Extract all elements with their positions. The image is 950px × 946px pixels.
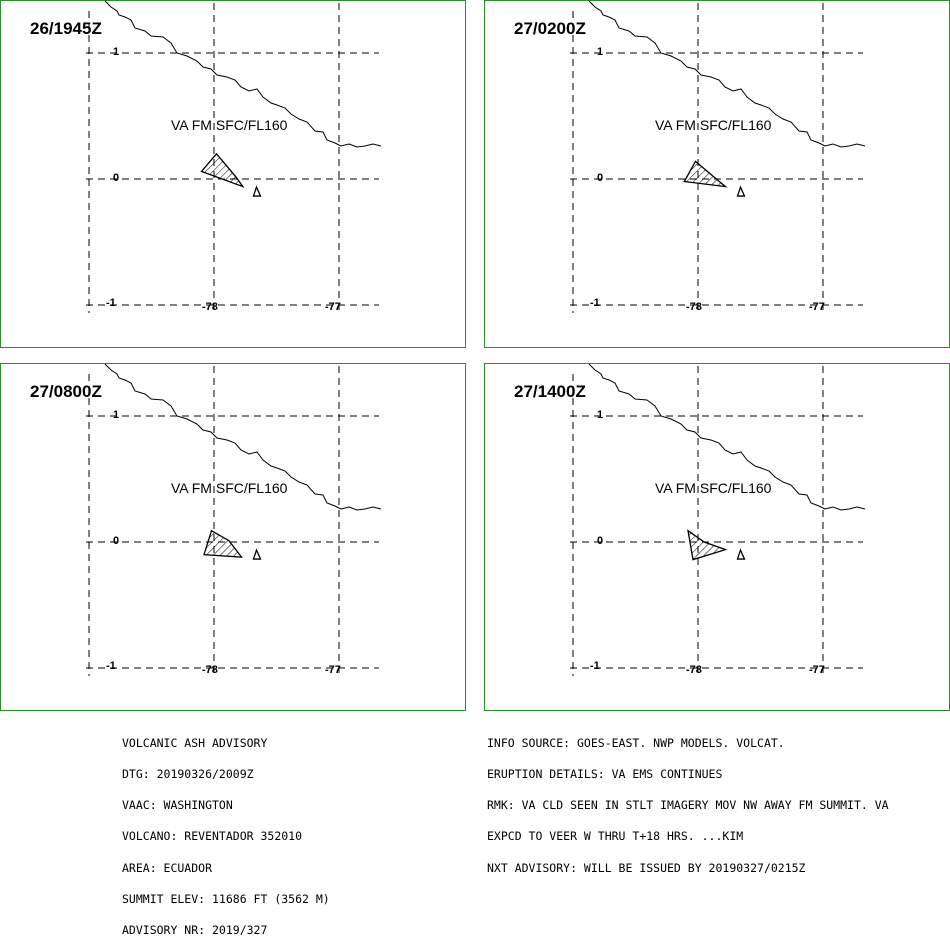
panel-time-label: 27/0800Z	[30, 382, 102, 401]
ash-layer-label: VA FM SFC/FL160	[171, 117, 288, 133]
lon-tick-minus77: -77	[325, 301, 341, 313]
ash-layer-label: VA FM SFC/FL160	[171, 480, 288, 496]
panel-time-label: 27/1400Z	[514, 382, 586, 401]
volcano-icon	[736, 185, 746, 197]
lat-tick-1: 1	[113, 46, 120, 58]
coastline	[104, 0, 382, 148]
lat-tick-minus1: -1	[106, 660, 116, 672]
ash-layer-label: VA FM SFC/FL160	[655, 480, 772, 496]
advisory-remark: RMK: VA CLD SEEN IN STLT IMAGERY MOV NW …	[487, 798, 889, 813]
advisory-header-block: VOLCANIC ASH ADVISORY DTG: 20190326/2009…	[122, 717, 330, 946]
lat-tick-minus1: -1	[590, 297, 600, 309]
map-canvas	[86, 0, 382, 313]
advisory-info-source: INFO SOURCE: GOES-EAST. NWP MODELS. VOLC…	[487, 735, 785, 750]
advisory-volcano: VOLCANO: REVENTADOR 352010	[122, 829, 303, 844]
lat-tick-1: 1	[113, 409, 120, 421]
panel-time-label: 27/0200Z	[514, 19, 586, 38]
advisory-details-block: INFO SOURCE: GOES-EAST. NWP MODELS. VOLC…	[487, 717, 889, 883]
lon-tick-minus78: -78	[202, 664, 218, 676]
forecast-panel-3: 27/0800Z VA FM SFC/FL160 1 0 -1 -78 -77	[0, 363, 466, 711]
ash-cloud-polygon	[683, 160, 728, 188]
coastline	[588, 363, 866, 511]
forecast-panel-2: 27/0200Z VA FM SFC/FL160 1 0 -1 -78 -77	[484, 0, 950, 348]
ash-cloud-polygon	[200, 152, 245, 188]
forecast-panel-4: 27/1400Z VA FM SFC/FL160 1 0 -1 -78 -77	[484, 363, 950, 711]
advisory-eruption-details: ERUPTION DETAILS: VA EMS CONTINUES	[487, 767, 723, 782]
advisory-area: AREA: ECUADOR	[122, 860, 213, 875]
lon-tick-minus78: -78	[686, 301, 702, 313]
advisory-dtg: DTG: 20190326/2009Z	[122, 767, 254, 782]
advisory-number: ADVISORY NR: 2019/327	[122, 923, 268, 938]
advisory-vaac: VAAC: WASHINGTON	[122, 798, 233, 813]
ash-cloud-polygon	[203, 529, 243, 558]
lon-tick-minus77: -77	[809, 301, 825, 313]
map-canvas	[86, 363, 382, 676]
volcano-icon	[736, 548, 746, 560]
lat-tick-0: 0	[113, 535, 120, 547]
map-canvas	[570, 363, 866, 676]
lat-tick-0: 0	[597, 172, 604, 184]
ash-layer-label: VA FM SFC/FL160	[655, 117, 772, 133]
lat-tick-minus1: -1	[590, 660, 600, 672]
advisory-next: NXT ADVISORY: WILL BE ISSUED BY 20190327…	[487, 860, 806, 875]
ash-cloud-polygon	[687, 529, 728, 561]
lat-tick-0: 0	[113, 172, 120, 184]
coastline	[104, 363, 382, 511]
advisory-summit-elev: SUMMIT ELEV: 11686 FT (3562 M)	[122, 891, 330, 906]
map-canvas	[570, 0, 866, 313]
lon-tick-minus77: -77	[809, 664, 825, 676]
lat-tick-minus1: -1	[106, 297, 116, 309]
advisory-title: VOLCANIC ASH ADVISORY	[122, 735, 268, 750]
volcano-icon	[252, 548, 262, 560]
volcano-icon	[252, 185, 262, 197]
lat-tick-1: 1	[597, 409, 604, 421]
lon-tick-minus77: -77	[325, 664, 341, 676]
coastline	[588, 0, 866, 148]
lon-tick-minus78: -78	[202, 301, 218, 313]
lat-tick-1: 1	[597, 46, 604, 58]
advisory-remark-continued: EXPCD TO VEER W THRU T+18 HRS. ...KIM	[487, 829, 744, 844]
lon-tick-minus78: -78	[686, 664, 702, 676]
forecast-panel-1: 26/1945Z VA FM SFC/FL160 1 0 -1 -78 -77	[0, 0, 466, 348]
lat-tick-0: 0	[597, 535, 604, 547]
panel-time-label: 26/1945Z	[30, 19, 102, 38]
